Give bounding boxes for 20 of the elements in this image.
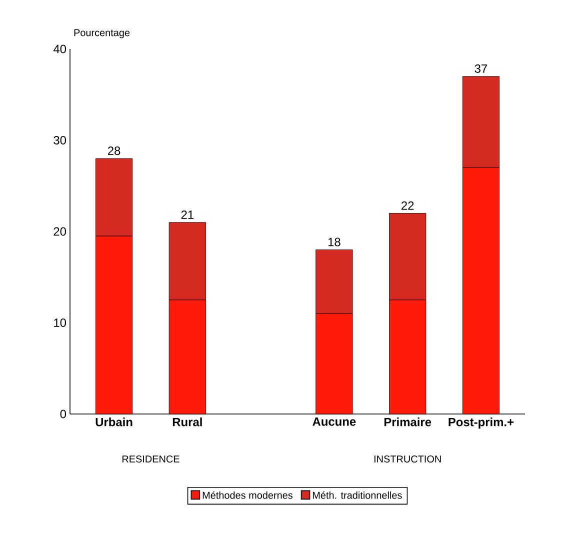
x-tick-label: Rural (172, 418, 202, 426)
x-tick-label: Post-prim.+ (448, 418, 514, 429)
x-tick-label: Primaire (384, 418, 432, 426)
total-label: 28 (108, 146, 120, 155)
total-label: 21 (181, 210, 194, 219)
y-tick-label: 10 (54, 318, 66, 327)
text: INSTRUCTION (374, 455, 441, 463)
total-label: 18 (328, 238, 340, 246)
y-tick-label: 30 (54, 136, 66, 144)
y-tick-label: 20 (54, 227, 66, 236)
legend-label: Méthodes modernes (202, 491, 293, 499)
total-label: 22 (402, 201, 414, 210)
y-axis-title: Pourcentage (74, 29, 130, 38)
y-tick-label: 40 (53, 44, 66, 54)
y-tick-label: 0 (60, 410, 66, 418)
x-tick-label: Aucune (312, 418, 356, 426)
legend-label: Méth. traditionnelles (312, 491, 402, 499)
x-tick-label: Urbain (96, 418, 132, 426)
text: RESIDENCE (122, 455, 180, 463)
total-label: 37 (474, 64, 488, 73)
